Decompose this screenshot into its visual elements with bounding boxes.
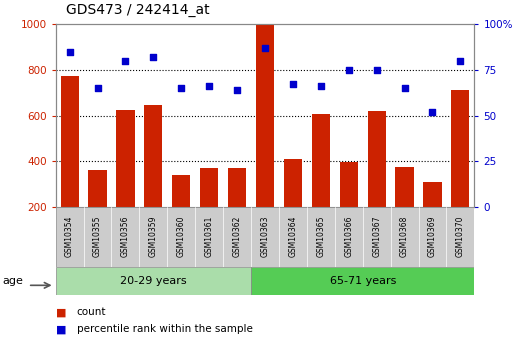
Text: GSM10365: GSM10365 [316,215,325,257]
Bar [452,90,470,207]
Text: percentile rank within the sample: percentile rank within the sample [77,325,253,334]
Point [233,87,241,93]
Bar [256,24,274,207]
Bar [56,267,251,295]
Bar [395,167,413,207]
Bar [200,168,218,207]
Point [65,49,74,54]
Text: GSM10364: GSM10364 [288,215,297,257]
Text: GSM10368: GSM10368 [400,215,409,257]
Bar [144,105,162,207]
Bar [284,159,302,207]
Text: GSM10359: GSM10359 [149,215,158,257]
Point [261,45,269,51]
Point [456,58,465,63]
Point [373,67,381,72]
Point [93,85,102,91]
Bar [251,267,474,295]
Text: GSM10360: GSM10360 [177,215,186,257]
Text: GSM10363: GSM10363 [261,215,269,257]
Text: GSM10361: GSM10361 [205,215,214,257]
Point [289,82,297,87]
Bar [89,170,107,207]
Text: GSM10370: GSM10370 [456,215,465,257]
Point [205,83,214,89]
Point [316,83,325,89]
Bar [340,162,358,207]
Bar [423,182,441,207]
Text: count: count [77,307,107,317]
Text: GDS473 / 242414_at: GDS473 / 242414_at [66,3,210,17]
Point [177,85,186,91]
Bar [117,110,135,207]
Text: 65-71 years: 65-71 years [330,276,396,286]
Text: GSM10362: GSM10362 [233,215,242,257]
Point [400,85,409,91]
Point [344,67,353,72]
Text: GSM10355: GSM10355 [93,215,102,257]
Text: GSM10356: GSM10356 [121,215,130,257]
Bar [60,76,78,207]
Bar [368,111,386,207]
Text: GSM10369: GSM10369 [428,215,437,257]
Point [428,109,437,115]
Text: ■: ■ [56,307,66,317]
Point [121,58,130,63]
Text: GSM10354: GSM10354 [65,215,74,257]
Text: 20-29 years: 20-29 years [120,276,187,286]
Point [149,54,157,60]
Text: GSM10366: GSM10366 [344,215,353,257]
Bar [172,176,190,207]
Text: age: age [3,276,23,286]
Text: ■: ■ [56,325,66,334]
Text: GSM10367: GSM10367 [372,215,381,257]
Bar [312,115,330,207]
Bar [228,168,246,207]
